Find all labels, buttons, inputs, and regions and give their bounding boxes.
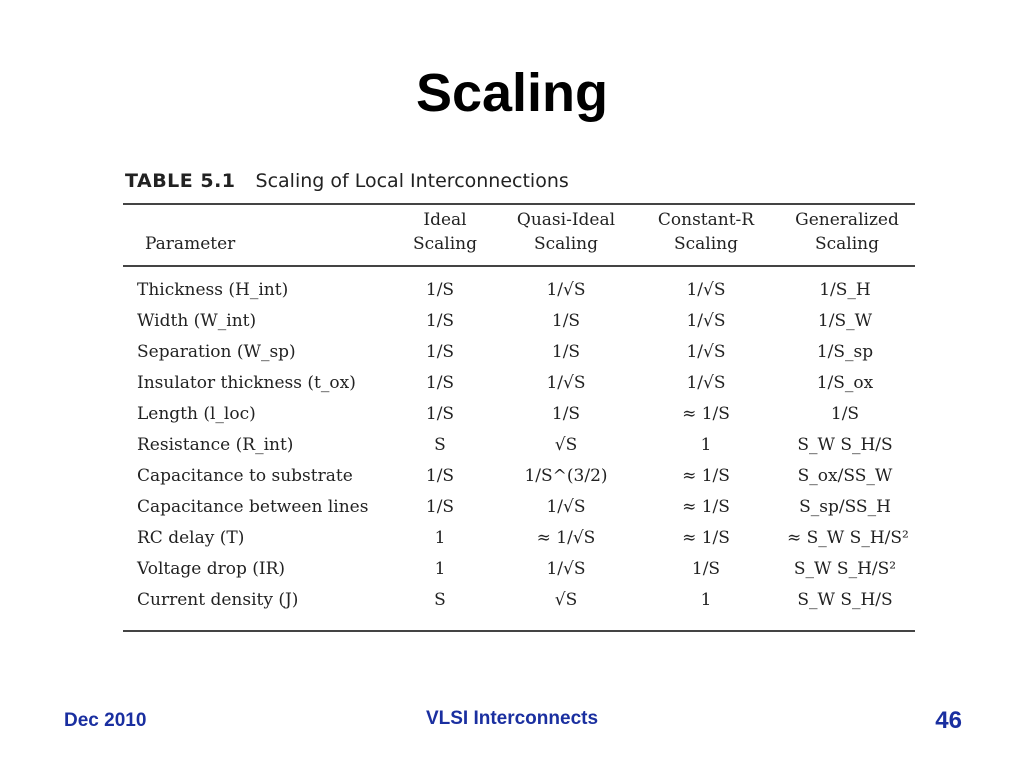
header-constr-line2: Scaling	[673, 234, 738, 254]
header-constr-line1: Constant-R	[657, 210, 755, 230]
table-row: Current density (J) S √S 1 S_W S_H/S	[123, 586, 915, 617]
cell-generalized: S_W S_H/S	[797, 435, 893, 455]
cell-constant-r: ≈ 1/S	[682, 497, 730, 517]
cell-parameter: Resistance (R_int)	[137, 435, 294, 455]
cell-generalized: S_W S_H/S²	[793, 559, 897, 579]
cell-constant-r: 1	[700, 590, 712, 610]
cell-ideal: 1/S	[425, 466, 455, 486]
table-header-rule	[123, 265, 915, 267]
header-ideal-scaling: Ideal Scaling	[395, 208, 495, 256]
cell-parameter: Thickness (H_int)	[137, 280, 289, 300]
cell-generalized: S_sp/SS_H	[799, 497, 891, 517]
cell-generalized: S_ox/SS_W	[797, 466, 893, 486]
cell-parameter: Separation (W_sp)	[137, 342, 296, 362]
cell-ideal: S	[434, 435, 446, 455]
cell-ideal: 1/S	[425, 311, 455, 331]
header-generalized-scaling: Generalized Scaling	[787, 208, 907, 256]
cell-quasi-ideal: 1/S	[551, 342, 581, 362]
cell-ideal: 1/S	[425, 342, 455, 362]
cell-parameter: Width (W_int)	[137, 311, 257, 331]
cell-ideal: 1	[434, 528, 446, 548]
cell-parameter: Current density (J)	[137, 590, 299, 610]
cell-generalized: 1/S	[830, 404, 860, 424]
cell-generalized: 1/S_ox	[816, 373, 874, 393]
table-row: Capacitance to substrate 1/S 1/S^(3/2) ≈ 1/…	[123, 462, 915, 493]
cell-generalized: S_W S_H/S	[797, 590, 893, 610]
cell-quasi-ideal: 1/√S	[546, 497, 586, 517]
cell-constant-r: 1	[700, 435, 712, 455]
footer-course-title: VLSI Interconnects	[425, 708, 599, 729]
header-general-line1: Generalized	[795, 210, 899, 230]
table-row: Capacitance between lines 1/S 1/√S ≈ 1/S S_s…	[123, 493, 915, 524]
cell-constant-r: ≈ 1/S	[682, 404, 730, 424]
cell-quasi-ideal: 1/√S	[546, 559, 586, 579]
table-row: Separation (W_sp) 1/S 1/S 1/√S 1/S_sp	[123, 338, 915, 369]
cell-constant-r: ≈ 1/S	[682, 528, 730, 548]
table-caption: TABLE 5.1 Scaling of Local Interconnectio…	[125, 170, 569, 192]
header-ideal-line2: Scaling	[412, 234, 477, 254]
cell-constant-r: 1/√S	[686, 373, 726, 393]
cell-ideal: 1/S	[425, 497, 455, 517]
header-constant-r-scaling: Constant-R Scaling	[648, 208, 764, 256]
table-row: Width (W_int) 1/S 1/S 1/√S 1/S_W	[123, 307, 915, 338]
cell-ideal: S	[434, 590, 446, 610]
cell-quasi-ideal: 1/S	[551, 311, 581, 331]
table-row: RC delay (T) 1 ≈ 1/√S ≈ 1/S ≈ S_W S_H/S²	[123, 524, 915, 555]
table-number: TABLE 5.1	[125, 170, 236, 192]
table-top-rule	[123, 203, 915, 205]
cell-quasi-ideal: 1/S	[551, 404, 581, 424]
cell-parameter: Capacitance to substrate	[137, 466, 353, 486]
footer-page-number: 46	[935, 707, 962, 734]
cell-quasi-ideal: 1/√S	[546, 280, 586, 300]
slide-title: Scaling	[415, 63, 609, 123]
cell-generalized: 1/S_H	[819, 280, 871, 300]
header-parameter: Parameter	[145, 234, 236, 254]
cell-constant-r: 1/√S	[686, 280, 726, 300]
table-row: Resistance (R_int) S √S 1 S_W S_H/S	[123, 431, 915, 462]
cell-generalized: 1/S_sp	[816, 342, 874, 362]
header-general-line2: Scaling	[814, 234, 879, 254]
cell-ideal: 1/S	[425, 404, 455, 424]
cell-parameter: RC delay (T)	[137, 528, 245, 548]
table-bottom-rule	[123, 630, 915, 632]
cell-ideal: 1/S	[425, 373, 455, 393]
cell-quasi-ideal: ≈ 1/√S	[536, 528, 596, 548]
cell-quasi-ideal: √S	[554, 590, 578, 610]
header-quasi-line1: Quasi-Ideal	[516, 210, 616, 230]
cell-parameter: Capacitance between lines	[137, 497, 369, 517]
cell-ideal: 1/S	[425, 280, 455, 300]
table-row: Length (l_loc) 1/S 1/S ≈ 1/S 1/S	[123, 400, 915, 431]
cell-parameter: Insulator thickness (t_ox)	[137, 373, 356, 393]
header-quasi-ideal-scaling: Quasi-Ideal Scaling	[508, 208, 624, 256]
cell-parameter: Voltage drop (IR)	[137, 559, 286, 579]
cell-constant-r: 1/√S	[686, 311, 726, 331]
cell-constant-r: ≈ 1/S	[682, 466, 730, 486]
table-row: Thickness (H_int) 1/S 1/√S 1/√S 1/S_H	[123, 276, 915, 307]
header-ideal-line1: Ideal	[423, 210, 467, 230]
cell-quasi-ideal: √S	[554, 435, 578, 455]
table-row: Voltage drop (IR) 1 1/√S 1/S S_W S_H/S²	[123, 555, 915, 586]
header-quasi-line2: Scaling	[533, 234, 598, 254]
table-caption-text: Scaling of Local Interconnections	[255, 170, 569, 192]
table-row: Insulator thickness (t_ox) 1/S 1/√S 1/√S 1/S…	[123, 369, 915, 400]
cell-generalized: 1/S_W	[817, 311, 873, 331]
cell-quasi-ideal: 1/S^(3/2)	[524, 466, 608, 486]
cell-constant-r: 1/S	[691, 559, 721, 579]
cell-constant-r: 1/√S	[686, 342, 726, 362]
cell-ideal: 1	[434, 559, 446, 579]
cell-generalized: ≈ S_W S_H/S²	[787, 528, 909, 548]
footer-date: Dec 2010	[64, 710, 147, 731]
cell-quasi-ideal: 1/√S	[546, 373, 586, 393]
cell-parameter: Length (l_loc)	[137, 404, 256, 424]
